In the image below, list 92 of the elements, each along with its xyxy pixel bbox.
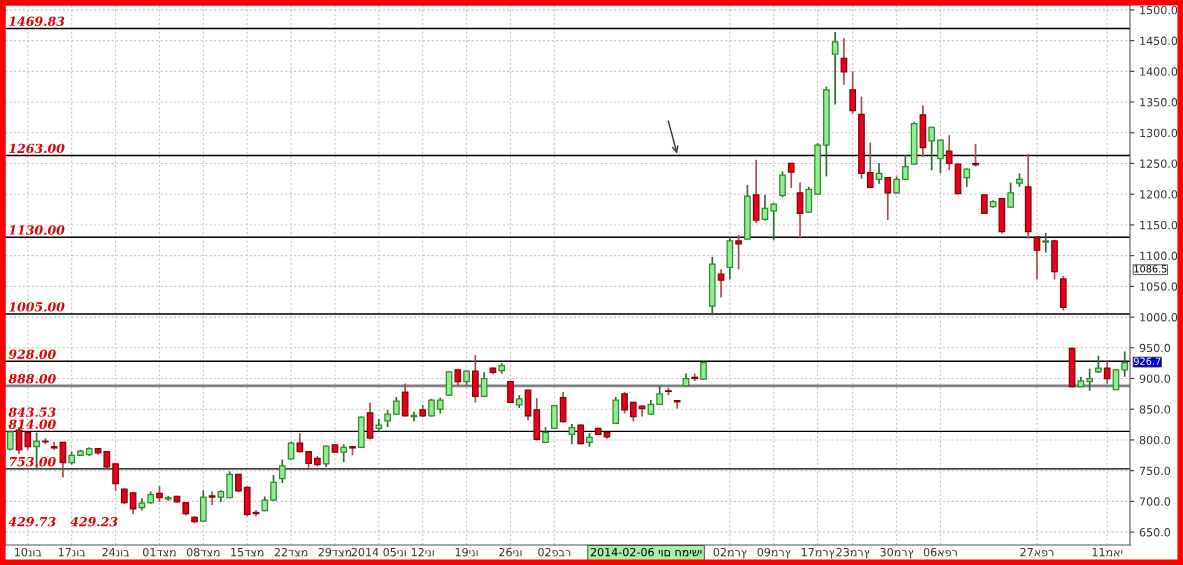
x-tick-label: 24נוב	[102, 547, 130, 557]
y-tick-label: 850.0	[1139, 405, 1171, 414]
x-tick-label: 11מאי	[1092, 548, 1123, 557]
y-tick-label: 950.0	[1139, 343, 1171, 353]
candlestick	[1007, 181, 1015, 209]
candlestick	[770, 201, 778, 242]
candlestick	[831, 31, 839, 106]
y-tick-label: 1350.0	[1140, 98, 1178, 107]
candlestick	[945, 134, 953, 172]
candlestick	[401, 382, 409, 418]
candlestick	[621, 391, 628, 415]
y-tick-label: 700.0	[1139, 497, 1171, 506]
x-tick-label: 02מרץ	[713, 547, 747, 559]
x-tick-label: 12ינו	[411, 547, 434, 557]
y-tick-label: 1200.0	[1140, 190, 1178, 199]
y-tick-label: 750.0	[1139, 466, 1171, 476]
candlestick	[270, 474, 277, 502]
candlestick	[902, 154, 909, 181]
candlestick	[1086, 367, 1093, 392]
candlestick	[928, 125, 936, 172]
x-tick-label: 10נוב	[15, 547, 42, 557]
x-tick-label: 2014 05ינו	[351, 547, 406, 557]
x-tick-label: 06אפר	[923, 547, 957, 557]
x-tick-label: 26ינו	[499, 547, 522, 557]
candlestick	[278, 458, 286, 484]
x-tick-label: 27אפר	[1020, 547, 1054, 557]
candlestick	[717, 268, 725, 299]
candlestick	[849, 70, 857, 115]
x-tick-label: 30מרץ	[880, 547, 914, 559]
candlestick	[700, 360, 707, 381]
candlestick	[735, 233, 742, 270]
x-tick-label: 01דצמ	[143, 547, 176, 557]
candlestick	[980, 193, 988, 215]
y-tick-label: 1100.0	[1140, 251, 1178, 261]
y-tick-label: 1150.0	[1140, 220, 1178, 230]
text: 1086.5	[1134, 265, 1167, 273]
x-tick-label: 19ינו	[455, 547, 478, 557]
x-tick-label: 22דצמ	[274, 547, 308, 557]
ref-line-label: 1005.00	[9, 302, 65, 312]
candlestick	[568, 423, 576, 446]
x-tick-label: 09מרץ	[757, 547, 791, 559]
candlestick	[1042, 232, 1050, 254]
candlestick	[1033, 235, 1041, 281]
y-tick-label: 1400.0	[1140, 67, 1178, 76]
y-tick-label: 1500.0	[1140, 5, 1178, 15]
candlestick	[322, 444, 330, 468]
candlestick	[805, 186, 813, 214]
x-tick-label: 02פבר	[538, 547, 571, 557]
y-tick-label: 900.0	[1139, 374, 1171, 383]
candlestick	[445, 370, 453, 397]
annotation: 429.23	[70, 516, 118, 527]
candlestick	[937, 138, 944, 175]
candlestick	[612, 396, 620, 425]
candlestick	[480, 371, 488, 398]
x-tick-label: 08דצמ	[186, 547, 220, 557]
candlestick	[673, 399, 681, 410]
candlestick	[226, 470, 233, 500]
candlestick	[656, 385, 663, 406]
candlestick	[840, 37, 848, 86]
y-tick-label: 1300.0	[1140, 128, 1178, 138]
y-tick-label: 1450.0	[1140, 36, 1178, 46]
y-tick-label: 1000.0	[1140, 313, 1178, 322]
candlestick	[559, 391, 567, 423]
y-tick-label: 800.0	[1139, 435, 1171, 445]
x-tick-label: 17נוב	[58, 548, 86, 557]
candlestick	[1103, 359, 1111, 385]
x-tick-label: 17מרץ	[801, 548, 835, 559]
annotation: 843.53	[8, 407, 56, 417]
candlestick	[199, 489, 207, 523]
candlestick	[796, 181, 804, 240]
y-tick-label: 1250.0	[1140, 159, 1178, 168]
candlestick	[972, 143, 979, 168]
candlestick	[787, 162, 795, 189]
y-tick-label: 1050.0	[1140, 282, 1178, 291]
ref-line-label: 814.00	[8, 419, 56, 429]
ref-line-label: 1263.00	[9, 143, 65, 154]
x-tick-label: 15דצמ	[231, 548, 264, 557]
candlestick	[779, 170, 786, 199]
ref-line-label: 888.00	[8, 374, 56, 384]
x-tick-label: 23מרץ	[836, 547, 870, 559]
ref-line-label: 1130.00	[9, 225, 65, 235]
text: 926.7	[1133, 357, 1161, 365]
candlestick	[963, 167, 971, 188]
ref-line-label: 1469.83	[9, 16, 65, 27]
text: 2014-02-06 יום חמישי	[590, 547, 702, 557]
x-tick-label: 29דצמ	[318, 547, 352, 557]
candlestick	[866, 141, 874, 189]
candlestick	[884, 176, 892, 221]
ref-line-label: 928.00	[8, 349, 56, 359]
annotation: 429.73	[8, 516, 56, 527]
candlestick	[112, 461, 119, 492]
y-tick-label: 650.0	[1139, 528, 1171, 537]
